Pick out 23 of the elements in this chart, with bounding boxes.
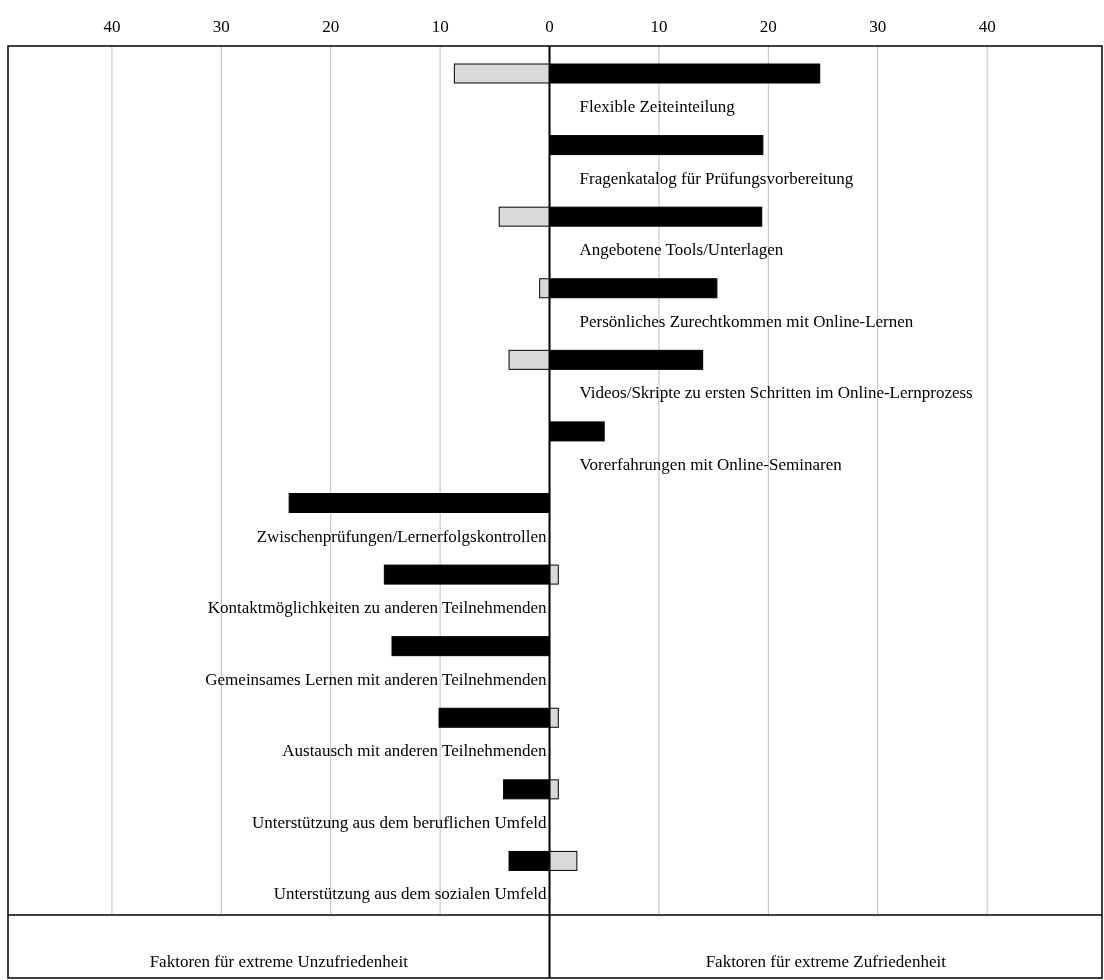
- x-tick-label: 10: [650, 17, 668, 36]
- x-tick-label: 30: [212, 17, 230, 36]
- y-tick-label: Austausch mit anderen Teilnehmenden: [282, 741, 548, 761]
- y-tick-label: Unterstützung aus dem sozialen Umfeld: [273, 884, 548, 904]
- y-tick-label: Flexible Zeiteinteilung: [579, 97, 736, 116]
- y-tick-label: Kontaktmöglichkeiten zu anderen Teilnehmenden: [207, 598, 548, 618]
- x-tick-label: 40: [978, 17, 996, 36]
- y-tick-label: Persönliches Zurechtkommen mit Online-Lernen: [579, 311, 914, 331]
- y-tick-label: Fragenkatalog für Prüfungsvorbereitung: [579, 168, 854, 188]
- y-tick-label: Angebotene Tools/Unterlagen: [579, 240, 784, 260]
- x-tick-label: 0: [545, 17, 554, 36]
- y-tick-label: Unterstützung aus dem beruflichen Umfeld: [251, 812, 548, 832]
- x-tick-label: 10: [431, 17, 449, 36]
- text: Faktoren für extreme Unzufriedenheit: [149, 952, 409, 971]
- y-tick-label: Gemeinsames Lernen mit anderen Teilnehmenden: [205, 669, 548, 689]
- y-tick-label: Videos/Skripte zu ersten Schritten im Online-Lernprozess: [579, 383, 973, 403]
- y-tick-label: Vorerfahrungen mit Online-Seminaren: [579, 454, 843, 474]
- text: Faktoren für extreme Zufriedenheit: [705, 952, 947, 971]
- x-tick-label: 40: [103, 17, 121, 36]
- y-tick-label: Zwischenprüfungen/Lernerfolgskontrollen: [256, 526, 548, 546]
- x-tick-label: 30: [869, 17, 887, 36]
- x-tick-label: 20: [322, 17, 340, 36]
- x-tick-label: 20: [759, 17, 777, 36]
